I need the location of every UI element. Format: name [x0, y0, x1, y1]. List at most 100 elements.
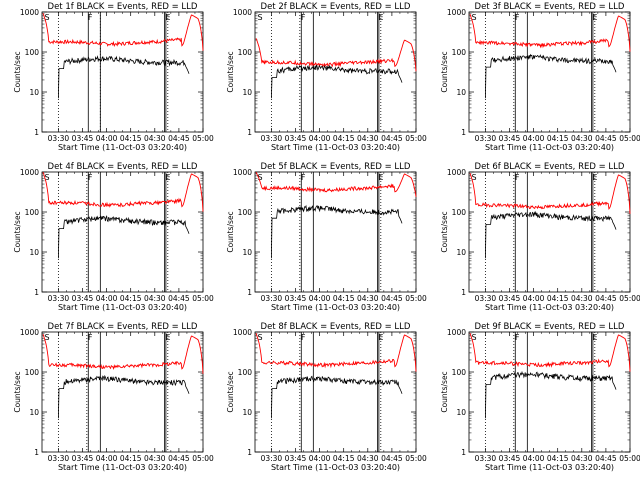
plot-frame — [41, 171, 204, 293]
x-tick-label: 05:00 — [619, 294, 640, 303]
events-series-line — [58, 374, 190, 419]
y-axis-label: Counts/sec — [440, 51, 449, 92]
x-axis-label: Start Time (11-Oct-03 03:20:40) — [271, 463, 400, 472]
x-tick-label: 04:30 — [571, 134, 593, 143]
segment-marker-f: F — [301, 333, 306, 342]
segment-marker-f: F — [88, 333, 93, 342]
y-axis-label: Counts/sec — [13, 51, 22, 92]
y-tick-label: 10 — [29, 408, 39, 417]
x-axis-label: Start Time (11-Oct-03 03:20:40) — [485, 143, 614, 152]
chart-panel-det-8: Det 8f BLACK = Events, RED = LLD 1 10 100 10… — [226, 322, 427, 472]
y-tick-label: 10 — [29, 88, 39, 97]
chart-panel-det-4: Det 4f BLACK = Events, RED = LLD 1 10 100 10… — [13, 162, 214, 312]
y-tick-label: 1000 — [447, 168, 466, 177]
chart-title: Det 3f BLACK = Events, RED = LLD — [474, 2, 624, 12]
y-tick-label: 10 — [29, 248, 39, 257]
x-tick-label: 04:15 — [333, 134, 355, 143]
events-series-line — [484, 53, 617, 99]
x-tick-label: 04:30 — [571, 294, 593, 303]
events-series-line — [271, 204, 403, 259]
y-tick-label: 100 — [451, 48, 466, 57]
lld-series-line — [469, 333, 631, 372]
y-tick-label: 1000 — [20, 328, 39, 337]
segment-marker-s: S — [258, 333, 263, 342]
y-axis-label: Counts/sec — [440, 371, 449, 412]
x-tick-label: 05:00 — [406, 294, 428, 303]
y-tick-label: 1 — [248, 448, 253, 457]
segment-marker-e: E — [592, 173, 597, 182]
plot-frame — [468, 331, 631, 453]
x-tick-label: 04:45 — [595, 454, 617, 463]
y-tick-label: 1000 — [233, 8, 252, 17]
segment-marker-f: F — [514, 13, 519, 22]
x-tick-label: 04:00 — [522, 134, 544, 143]
plot-frame — [468, 11, 631, 133]
x-tick-label: 04:45 — [595, 134, 617, 143]
y-tick-label: 1 — [34, 288, 39, 297]
x-axis-label: Start Time (11-Oct-03 03:20:40) — [271, 143, 400, 152]
x-tick-label: 03:30 — [48, 134, 70, 143]
y-tick-label: 1000 — [447, 8, 466, 17]
chart-title: Det 4f BLACK = Events, RED = LLD — [48, 162, 198, 172]
x-tick-label: 04:00 — [309, 294, 331, 303]
segment-marker-s: S — [471, 13, 476, 22]
x-axis-label: Start Time (11-Oct-03 03:20:40) — [58, 463, 187, 472]
segment-marker-s: S — [471, 333, 476, 342]
segment-marker-e: E — [379, 13, 384, 22]
chart-panel-det-6: Det 6f BLACK = Events, RED = LLD 1 10 100 10… — [440, 162, 640, 312]
chart-title: Det 9f BLACK = Events, RED = LLD — [474, 322, 624, 332]
y-tick-label: 1000 — [20, 8, 39, 17]
y-tick-label: 100 — [25, 48, 40, 57]
x-tick-label: 03:30 — [261, 454, 283, 463]
y-tick-label: 10 — [243, 408, 253, 417]
events-series-line — [58, 215, 190, 259]
lld-series-line — [469, 173, 631, 214]
y-tick-label: 100 — [25, 208, 40, 217]
y-tick-label: 100 — [238, 48, 253, 57]
x-axis-label: Start Time (11-Oct-03 03:20:40) — [485, 463, 614, 472]
x-tick-label: 03:30 — [474, 454, 496, 463]
segment-marker-f: F — [301, 173, 306, 182]
y-axis-label: Counts/sec — [226, 211, 235, 252]
lld-series-line — [255, 333, 417, 372]
x-axis-label: Start Time (11-Oct-03 03:20:40) — [485, 303, 614, 312]
x-tick-label: 04:15 — [547, 294, 569, 303]
y-tick-label: 100 — [451, 368, 466, 377]
segment-marker-e: E — [165, 13, 170, 22]
x-tick-label: 04:30 — [144, 294, 166, 303]
plot-frame — [468, 171, 631, 293]
x-tick-label: 04:00 — [522, 294, 544, 303]
lld-series-line — [255, 171, 417, 197]
segment-marker-s: S — [258, 13, 263, 22]
events-series-line — [484, 370, 617, 419]
x-tick-label: 03:30 — [261, 134, 283, 143]
x-tick-label: 05:00 — [619, 454, 640, 463]
chart-panel-det-1: Det 1f BLACK = Events, RED = LLD 1 10 100 10… — [13, 2, 214, 152]
y-tick-label: 10 — [456, 408, 466, 417]
x-tick-label: 03:45 — [72, 454, 94, 463]
lld-series-line — [42, 172, 204, 212]
chart-panel-det-3: Det 3f BLACK = Events, RED = LLD 1 10 100 10… — [440, 2, 640, 152]
y-tick-label: 10 — [243, 248, 253, 257]
lld-series-line — [42, 13, 204, 51]
segment-marker-e: E — [379, 173, 384, 182]
lld-series-line — [255, 38, 417, 72]
x-tick-label: 05:00 — [619, 134, 640, 143]
x-tick-label: 04:15 — [120, 134, 142, 143]
x-tick-label: 04:00 — [522, 454, 544, 463]
x-tick-label: 04:00 — [309, 134, 331, 143]
x-tick-label: 03:45 — [498, 294, 520, 303]
chart-panel-det-5: Det 5f BLACK = Events, RED = LLD 1 10 100 10… — [226, 162, 428, 312]
y-tick-label: 100 — [451, 208, 466, 217]
chart-title: Det 6f BLACK = Events, RED = LLD — [474, 162, 624, 172]
y-tick-label: 1 — [34, 128, 39, 137]
x-tick-label: 03:45 — [498, 134, 520, 143]
y-tick-label: 1 — [248, 128, 253, 137]
x-tick-label: 04:15 — [120, 294, 142, 303]
x-tick-label: 04:00 — [96, 134, 118, 143]
segment-marker-f: F — [514, 173, 519, 182]
x-tick-label: 03:30 — [474, 134, 496, 143]
x-tick-label: 03:30 — [48, 294, 70, 303]
plot-frame — [41, 331, 204, 453]
plot-frame — [41, 11, 204, 133]
